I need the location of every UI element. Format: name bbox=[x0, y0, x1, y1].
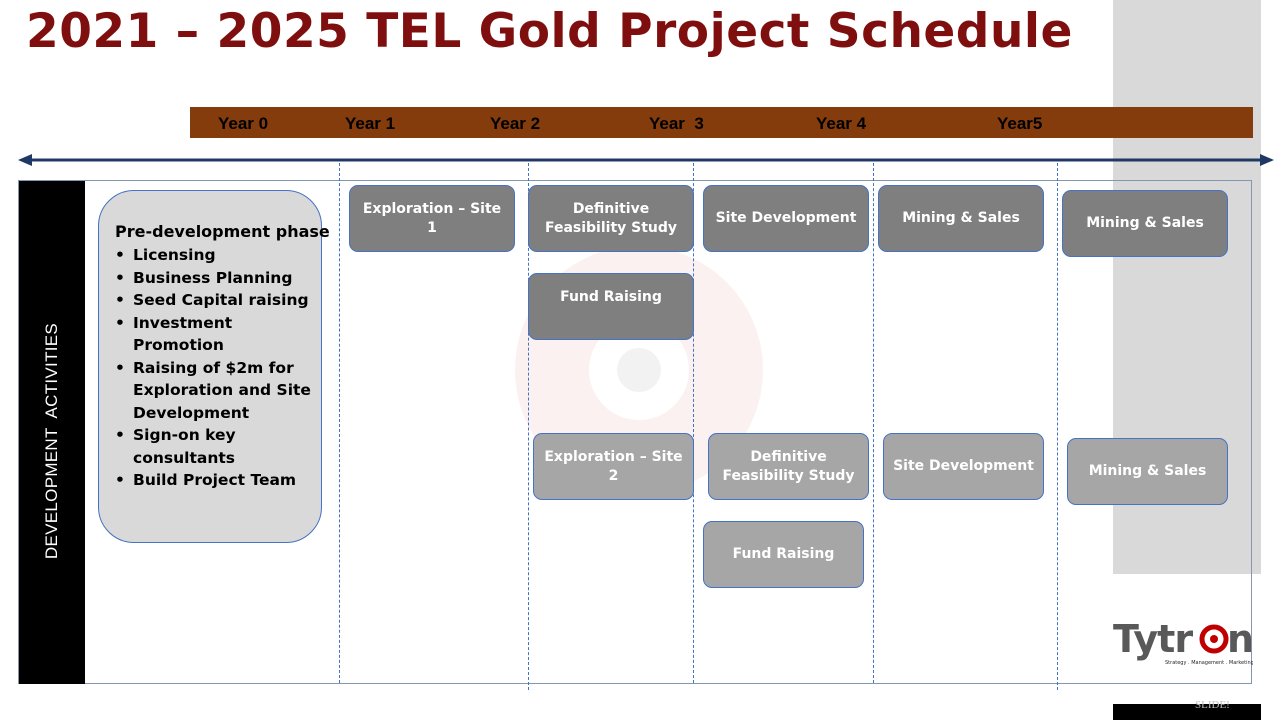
year-header-bar bbox=[190, 107, 1253, 138]
exploration-site-1-box: Exploration – Site 1 bbox=[349, 185, 515, 252]
development-activities-label: DEVELOPMENT ACTIVITIES bbox=[42, 322, 61, 560]
year-1-label: Year 1 bbox=[345, 114, 396, 133]
page-title: 2021 – 2025 TEL Gold Project Schedule bbox=[26, 4, 1073, 59]
year-4-label: Year 4 bbox=[816, 114, 867, 133]
column-divider bbox=[693, 163, 694, 683]
mining-sales-site-1-year5-box: Mining & Sales bbox=[1062, 190, 1228, 257]
column-divider bbox=[873, 163, 874, 683]
list-item: Licensing bbox=[113, 244, 313, 267]
column-divider bbox=[1057, 163, 1058, 690]
column-divider bbox=[339, 163, 340, 683]
pre-development-list: Licensing Business Planning Seed Capital… bbox=[113, 244, 313, 492]
fund-raising-site-1-box: Fund Raising bbox=[528, 273, 694, 340]
timeline-arrow bbox=[18, 154, 1274, 166]
year-5-label: Year5 bbox=[997, 114, 1043, 133]
logo-tagline: Strategy . Management . Marketing bbox=[1165, 660, 1253, 666]
mining-sales-site-1-box: Mining & Sales bbox=[878, 185, 1044, 252]
feasibility-study-site-1-box: Definitive Feasibility Study bbox=[528, 185, 694, 252]
list-item: Sign-on key consultants bbox=[113, 424, 313, 469]
list-item: Seed Capital raising bbox=[113, 289, 313, 312]
list-item: Business Planning bbox=[113, 267, 313, 290]
exploration-site-2-box: Exploration – Site 2 bbox=[533, 433, 694, 500]
site-development-site-1-box: Site Development bbox=[703, 185, 869, 252]
fund-raising-site-2-box: Fund Raising bbox=[703, 521, 864, 588]
year-3-label: Year 3 bbox=[649, 114, 704, 133]
side-band bbox=[19, 181, 85, 684]
column-divider bbox=[528, 163, 529, 690]
tytron-logo: Tytr n Strategy . Management . Marketing bbox=[1113, 617, 1253, 666]
footer-bar bbox=[1113, 704, 1261, 720]
schedule-frame bbox=[18, 180, 1252, 684]
pre-development-title: Pre-development phase bbox=[115, 222, 330, 241]
list-item: Build Project Team bbox=[113, 469, 313, 492]
list-item: Raising of $2m for Exploration and Site … bbox=[113, 357, 313, 425]
feasibility-study-site-2-box: Definitive Feasibility Study bbox=[708, 433, 869, 500]
list-item: Investment Promotion bbox=[113, 312, 313, 357]
site-development-site-2-box: Site Development bbox=[883, 433, 1044, 500]
svg-text:Tytr: Tytr bbox=[1113, 617, 1193, 661]
svg-text:n: n bbox=[1227, 617, 1253, 661]
year-2-label: Year 2 bbox=[490, 114, 541, 133]
year-0-label: Year 0 bbox=[218, 114, 269, 133]
mining-sales-site-2-box: Mining & Sales bbox=[1067, 438, 1228, 505]
slide-label: SLIDE! bbox=[1195, 699, 1230, 711]
